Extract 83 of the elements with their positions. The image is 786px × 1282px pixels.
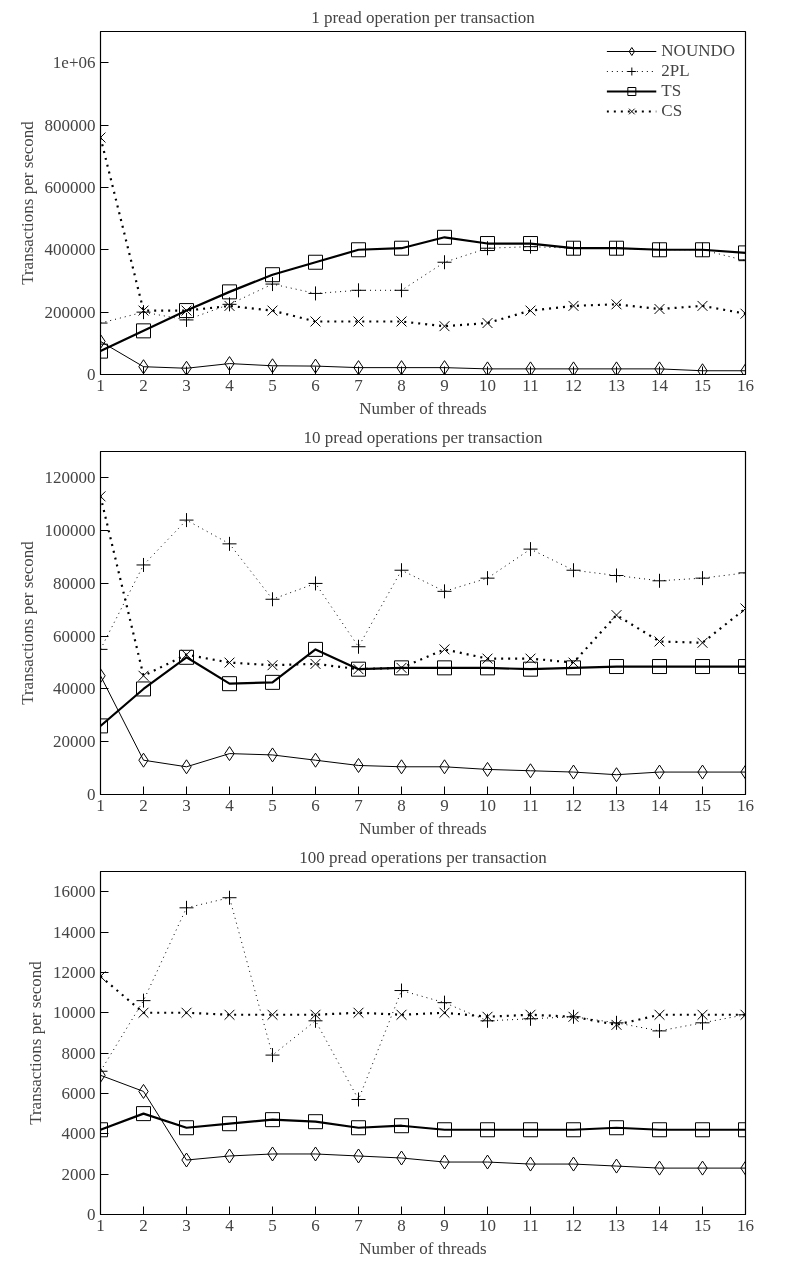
y-axis-title: Transactions per second <box>17 120 37 285</box>
y-tick-label: 16000 <box>53 882 96 902</box>
legend-label: NOUNDO <box>661 41 735 61</box>
y-tick-label: 60000 <box>53 626 96 646</box>
y-tick-label: 20000 <box>53 732 96 752</box>
y-tick-label: 120000 <box>44 468 96 488</box>
x-tick-label: 16 <box>737 795 754 815</box>
x-tick-label: 2 <box>139 795 148 815</box>
x-tick-label: 11 <box>522 1215 539 1235</box>
y-tick-label: 800000 <box>44 115 96 135</box>
x-tick-label: 15 <box>694 795 711 815</box>
x-tick-label: 3 <box>182 795 191 815</box>
x-tick-label: 15 <box>694 1215 711 1235</box>
x-tick-label: 5 <box>268 375 277 395</box>
x-axis-title: Number of threads <box>359 1238 487 1258</box>
chart-title: 100 pread operations per transaction <box>299 847 548 867</box>
x-tick-label: 8 <box>397 795 406 815</box>
x-tick-label: 3 <box>182 375 191 395</box>
y-axis-title: Transactions per second <box>17 540 37 705</box>
y-tick-label: 80000 <box>53 573 96 593</box>
x-axis-title: Number of threads <box>359 398 487 418</box>
x-tick-label: 13 <box>608 375 625 395</box>
x-tick-label: 15 <box>694 375 711 395</box>
x-tick-label: 2 <box>139 375 148 395</box>
x-tick-label: 7 <box>354 375 364 395</box>
y-tick-label: 0 <box>87 785 96 804</box>
y-tick-label: 600000 <box>44 177 96 197</box>
x-tick-label: 11 <box>522 375 539 395</box>
x-tick-label: 1 <box>96 1215 105 1235</box>
x-tick-label: 9 <box>440 375 449 395</box>
x-tick-label: 2 <box>139 1215 148 1235</box>
x-tick-label: 4 <box>225 1215 235 1235</box>
x-tick-label: 5 <box>268 1215 277 1235</box>
y-tick-label: 14000 <box>53 922 96 942</box>
x-tick-label: 12 <box>565 375 582 395</box>
y-tick-label: 100000 <box>44 521 96 541</box>
legend-label: TS <box>661 81 682 101</box>
y-tick-label: 8000 <box>61 1043 96 1063</box>
x-tick-label: 16 <box>737 375 754 395</box>
x-tick-label: 16 <box>737 1215 754 1235</box>
x-tick-label: 3 <box>182 1215 191 1235</box>
y-tick-label: 400000 <box>44 240 96 260</box>
y-tick-label: 12000 <box>53 962 96 982</box>
y-tick-label: 10000 <box>53 1003 96 1023</box>
y-tick-label: 4000 <box>61 1124 96 1144</box>
x-tick-label: 6 <box>311 375 320 395</box>
x-tick-label: 11 <box>522 795 539 815</box>
x-tick-label: 10 <box>479 375 496 395</box>
y-tick-label: 0 <box>87 1205 96 1224</box>
x-tick-label: 1 <box>96 795 105 815</box>
x-tick-label: 6 <box>311 795 320 815</box>
y-tick-label: 200000 <box>44 302 96 322</box>
x-tick-label: 12 <box>565 1215 582 1235</box>
y-tick-label: 1e+06 <box>52 53 96 73</box>
legend-label: CS <box>661 101 683 121</box>
x-tick-label: 14 <box>651 795 669 815</box>
x-tick-label: 1 <box>96 375 105 395</box>
x-tick-label: 14 <box>651 375 669 395</box>
y-tick-label: 40000 <box>53 679 96 699</box>
x-tick-label: 7 <box>354 795 364 815</box>
x-tick-label: 5 <box>268 795 277 815</box>
x-tick-label: 4 <box>225 795 235 815</box>
x-tick-label: 8 <box>397 1215 406 1235</box>
x-tick-label: 13 <box>608 795 625 815</box>
y-tick-label: 6000 <box>61 1083 96 1103</box>
x-tick-label: 13 <box>608 1215 625 1235</box>
x-tick-label: 10 <box>479 1215 496 1235</box>
x-tick-label: 7 <box>354 1215 364 1235</box>
x-tick-label: 10 <box>479 795 496 815</box>
x-tick-label: 8 <box>397 375 406 395</box>
chart-title: 1 pread operation per transaction <box>311 7 536 27</box>
x-tick-label: 14 <box>651 1215 669 1235</box>
x-tick-label: 9 <box>440 1215 449 1235</box>
legend-label: 2PL <box>661 61 690 81</box>
x-axis-title: Number of threads <box>359 818 487 838</box>
chart-title: 10 pread operations per transaction <box>303 427 543 447</box>
x-tick-label: 6 <box>311 1215 320 1235</box>
x-tick-label: 12 <box>565 795 582 815</box>
y-tick-label: 2000 <box>61 1164 96 1184</box>
y-tick-label: 0 <box>87 365 96 384</box>
x-tick-label: 4 <box>225 375 235 395</box>
y-axis-title: Transactions per second <box>26 960 45 1125</box>
x-tick-label: 9 <box>440 795 449 815</box>
